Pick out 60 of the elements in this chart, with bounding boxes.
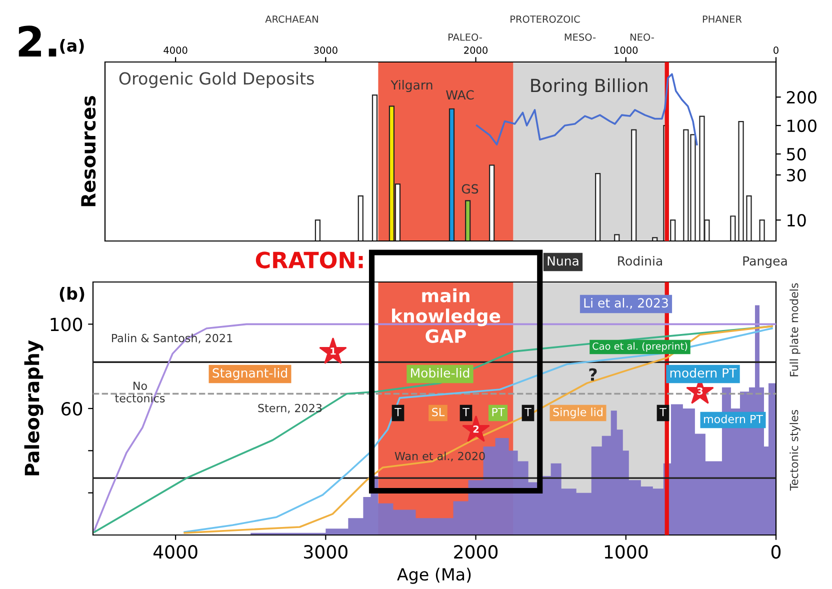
annotation: 2 xyxy=(473,425,479,433)
y-tick-label: 60 xyxy=(62,402,82,416)
annotation: modern PT xyxy=(670,368,737,378)
text: (a) xyxy=(60,38,84,54)
x-tick-label: 3000 xyxy=(314,46,338,54)
annotation: T xyxy=(394,408,402,416)
y-tick-label: 50 xyxy=(787,148,806,161)
text: Pangea xyxy=(743,256,787,268)
annotation: 1 xyxy=(330,348,336,355)
x-axis-title: Age (Ma) xyxy=(397,568,471,584)
y-tick-label: 10 xyxy=(788,214,806,227)
text: PROTEROZOIC xyxy=(510,15,580,23)
text: Orogenic Gold Deposits xyxy=(119,72,314,88)
text: ARCHAEAN xyxy=(265,15,318,23)
annotation: modern PT xyxy=(704,414,764,424)
y-tick-label: 200 xyxy=(786,91,816,104)
annotation: Yilgarn xyxy=(390,80,432,92)
annotation: Single lid xyxy=(553,408,602,418)
y-tick-label: 100 xyxy=(788,119,816,132)
annotation: T xyxy=(660,408,666,416)
annotation: WAC xyxy=(446,90,474,100)
band-label: Boring Billion xyxy=(531,78,648,96)
band-label: main knowledge GAP xyxy=(392,288,500,343)
text: Full plate models xyxy=(790,283,800,376)
text: Rodinia xyxy=(618,256,662,266)
text: NEO- xyxy=(630,33,654,41)
x-tick-label: 2000 xyxy=(464,46,488,54)
text: Nuna xyxy=(548,256,578,266)
annotation: T xyxy=(462,408,470,416)
text: Tectonic styles xyxy=(790,410,800,491)
text: (b) xyxy=(60,286,84,302)
x-tick-label: 1000 xyxy=(604,545,648,559)
line-series xyxy=(476,73,698,146)
x-tick-label: 4000 xyxy=(164,46,188,54)
text: 2. xyxy=(18,26,56,56)
annotation: 3 xyxy=(697,387,703,395)
text: PHANER xyxy=(702,16,742,23)
x-tick-label: 0 xyxy=(774,46,778,54)
text: CRATON: xyxy=(256,252,363,268)
annotation: ? xyxy=(589,368,597,381)
annotation: Stagnant-lid xyxy=(212,368,287,380)
annotation: SL xyxy=(432,408,445,416)
annotation: PT xyxy=(492,408,505,416)
x-tick-label: 3000 xyxy=(304,545,348,559)
x-tick-label: 1000 xyxy=(614,46,638,54)
x-tick-label: 4000 xyxy=(153,545,198,559)
y-tick-label: 100 xyxy=(50,318,82,332)
annotation: T xyxy=(524,408,532,416)
text: MESO- xyxy=(564,33,596,41)
annotation: Cao et al. (preprint) xyxy=(592,342,688,352)
x-tick-label: 0 xyxy=(771,545,781,559)
annotation: Stern, 2023 xyxy=(258,404,322,414)
annotation: GS xyxy=(462,184,478,194)
y-axis-title: Resources xyxy=(81,96,96,206)
annotation: Li et al., 2023 xyxy=(584,298,668,309)
text: PALEO- xyxy=(448,33,482,41)
annotation: Mobile-lid xyxy=(411,368,470,378)
y-axis-title: Paleography xyxy=(24,340,44,476)
y-tick-label: 30 xyxy=(786,168,806,182)
x-tick-label: 2000 xyxy=(454,545,498,559)
